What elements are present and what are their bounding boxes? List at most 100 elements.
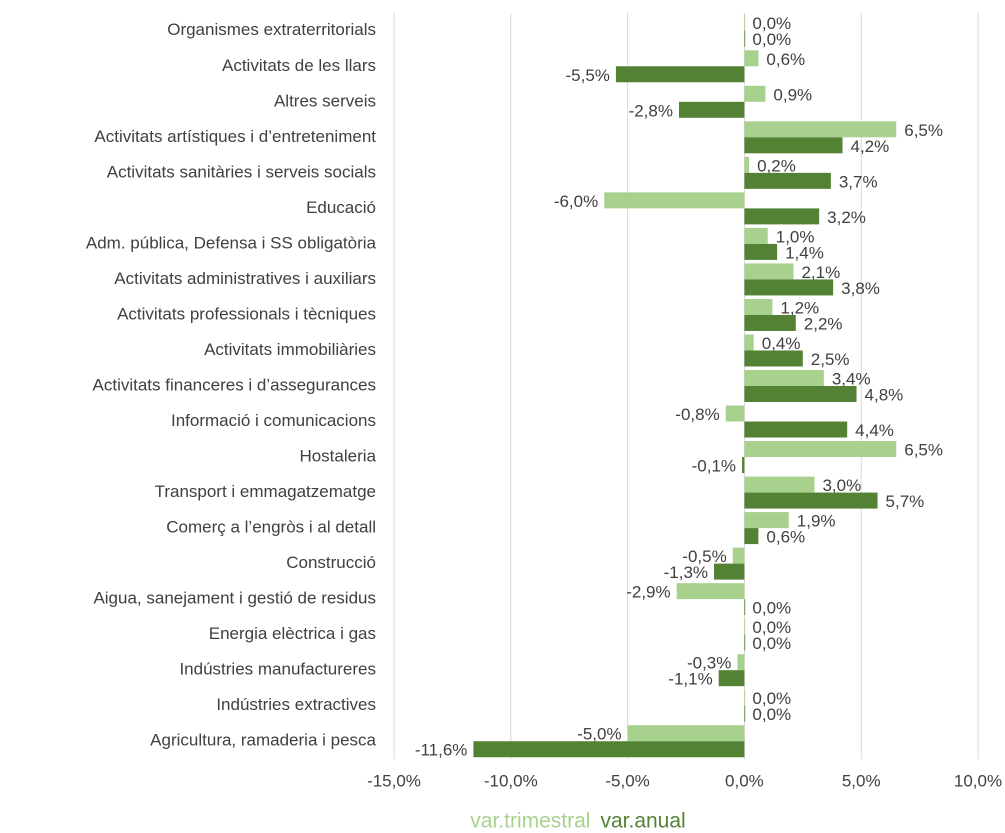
bar xyxy=(744,512,789,529)
bar xyxy=(744,14,746,31)
category-label: Adm. pública, Defensa i SS obligatòria xyxy=(86,233,377,252)
value-label: -1,1% xyxy=(668,670,712,689)
category-label: Aigua, sanejament i gestió de residus xyxy=(93,589,376,608)
value-label: -5,5% xyxy=(565,66,609,85)
bar xyxy=(744,618,746,635)
value-label: 0,0% xyxy=(752,689,791,708)
category-label: Hostaleria xyxy=(299,447,376,466)
value-label: 2,2% xyxy=(804,314,843,333)
value-label: 1,0% xyxy=(776,227,815,246)
bar xyxy=(718,670,745,687)
value-label: 0,2% xyxy=(757,156,796,175)
value-label: 1,4% xyxy=(785,243,824,262)
value-label: 0,4% xyxy=(762,334,801,353)
x-tick-label: -5,0% xyxy=(605,771,649,790)
value-label: -0,3% xyxy=(687,654,731,673)
legend-label: var.anual xyxy=(600,810,685,833)
value-label: -6,0% xyxy=(554,192,598,211)
value-label: 4,2% xyxy=(851,137,890,156)
value-label: 6,5% xyxy=(904,441,943,460)
value-label: 4,8% xyxy=(865,385,904,404)
bar xyxy=(604,192,745,209)
bar xyxy=(744,227,768,244)
bar xyxy=(615,66,745,83)
legend-label: var.trimestral xyxy=(470,810,590,833)
value-label: 0,0% xyxy=(752,30,791,49)
value-label: 0,6% xyxy=(766,528,805,547)
bar xyxy=(725,405,745,422)
bar xyxy=(744,137,843,154)
x-tick-label: 0,0% xyxy=(725,771,764,790)
value-label: 0,0% xyxy=(752,634,791,653)
bar xyxy=(744,350,803,367)
category-label: Activitats artístiques i d’entreteniment xyxy=(94,127,376,146)
value-label: 3,4% xyxy=(832,369,871,388)
x-tick-label: -10,0% xyxy=(484,771,538,790)
bar xyxy=(737,654,745,671)
category-label: Construcció xyxy=(286,553,376,572)
value-label: 4,4% xyxy=(855,421,894,440)
value-label: 1,2% xyxy=(780,298,819,317)
x-tick-label: 10,0% xyxy=(954,771,1002,790)
category-label: Indústries manufactureres xyxy=(179,660,376,679)
bar xyxy=(744,689,746,706)
category-label: Activitats de les llars xyxy=(222,56,376,75)
category-label: Transport i emmagatzematge xyxy=(155,482,376,501)
x-tick-label: -15,0% xyxy=(367,771,421,790)
bar xyxy=(744,263,794,280)
category-label: Activitats sanitàries i serveis socials xyxy=(107,162,376,181)
value-label: 0,0% xyxy=(752,618,791,637)
category-label: Agricultura, ramaderia i pesca xyxy=(150,731,376,750)
category-label: Altres serveis xyxy=(274,91,376,110)
value-label: 0,0% xyxy=(752,599,791,618)
bar xyxy=(744,279,834,296)
value-label: -1,3% xyxy=(664,563,708,582)
bar xyxy=(744,634,746,651)
category-label: Activitats administratives i auxiliars xyxy=(114,269,376,288)
bar xyxy=(473,741,745,758)
value-label: -2,9% xyxy=(626,583,670,602)
value-label: 0,9% xyxy=(773,85,812,104)
value-label: 6,5% xyxy=(904,121,943,140)
category-label: Educació xyxy=(306,198,376,217)
bar xyxy=(744,50,759,67)
bar xyxy=(714,563,745,580)
category-label: Informació i comunicacions xyxy=(171,411,376,430)
bar xyxy=(744,314,796,331)
bar xyxy=(744,334,754,351)
value-label: 0,0% xyxy=(752,705,791,724)
value-label: 0,6% xyxy=(766,50,805,69)
value-label: 0,0% xyxy=(752,14,791,33)
bar xyxy=(744,599,746,616)
bar xyxy=(744,421,848,438)
category-label: Indústries extractives xyxy=(216,695,376,714)
value-label: 3,2% xyxy=(827,208,866,227)
bar xyxy=(744,156,750,173)
bar xyxy=(676,583,745,600)
bar xyxy=(744,370,824,386)
value-label: -0,1% xyxy=(692,457,736,476)
category-label: Activitats immobiliàries xyxy=(204,340,376,359)
bar xyxy=(744,172,831,189)
bar xyxy=(744,298,773,315)
bar xyxy=(744,121,897,138)
category-label: Organismes extraterritorials xyxy=(167,20,376,39)
value-label: -0,8% xyxy=(675,405,719,424)
bar xyxy=(744,208,820,225)
category-label: Activitats financeres i d’assegurances xyxy=(93,375,376,394)
bar xyxy=(744,528,759,545)
bar xyxy=(627,725,745,742)
bar xyxy=(744,705,746,722)
value-label: 3,0% xyxy=(822,476,861,495)
value-label: 2,1% xyxy=(801,263,840,282)
bar xyxy=(744,30,746,47)
bar xyxy=(744,386,857,402)
value-label: -11,6% xyxy=(415,741,468,760)
bar xyxy=(678,101,745,118)
category-label: Activitats professionals i tècniques xyxy=(117,304,376,323)
category-label: Energia elèctrica i gas xyxy=(209,624,376,643)
bar xyxy=(744,85,766,102)
value-label: 1,9% xyxy=(797,512,836,531)
value-label: 3,8% xyxy=(841,279,880,298)
